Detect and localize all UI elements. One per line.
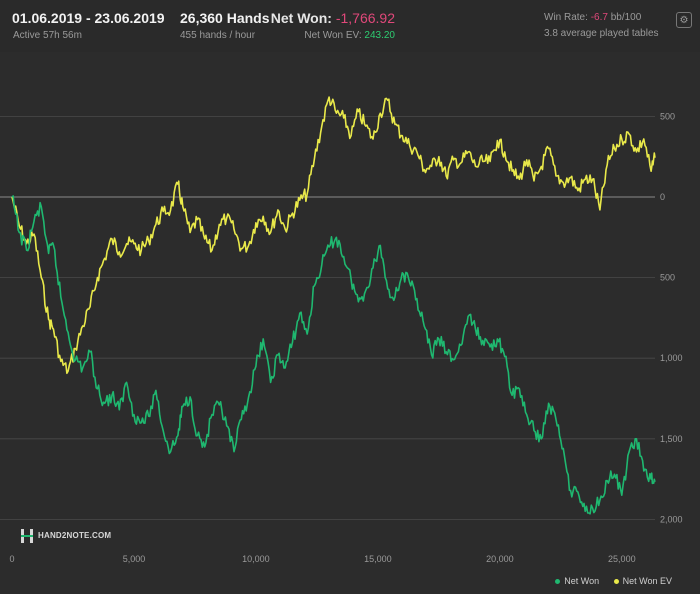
net-won-line [11, 195, 656, 515]
hands-count: 26,360 Hands [180, 10, 270, 26]
y-tick-label: 2,000 [660, 514, 683, 524]
y-tick-label: 0 [660, 192, 665, 202]
hands-per-hour: 455 hands / hour [180, 30, 256, 41]
series-lines [11, 96, 656, 515]
logo-text: HAND2NOTE.COM [38, 531, 112, 541]
average-tables: 3.8 average played tables [544, 28, 659, 39]
x-tick-label: 15,000 [364, 554, 392, 564]
x-tick-label: 10,000 [242, 554, 270, 564]
stats-header: 01.06.2019 - 23.06.2019 Active 57h 56m 2… [0, 0, 700, 52]
x-tick-label: 20,000 [486, 554, 514, 564]
hand2note-logo: HAND2NOTE.COM [20, 528, 111, 544]
net-won-ev-line [11, 96, 656, 375]
win-rate-value: -6.7 [590, 12, 608, 23]
y-tick-label: 1,000 [660, 353, 683, 363]
win-rate-stat: Win Rate: -6.7 bb/100 [544, 12, 641, 23]
x-tick-label: 0 [9, 554, 14, 564]
gear-icon[interactable]: ⚙ [676, 12, 692, 28]
net-won-stat: Net Won: -1,766.92 [271, 10, 395, 26]
active-time: Active 57h 56m [13, 30, 82, 41]
x-tick-label: 25,000 [608, 554, 636, 564]
net-won-label: Net Won: [270, 10, 332, 26]
legend-item-net-won[interactable]: Net Won [555, 576, 599, 586]
net-won-ev-value: 243.20 [364, 30, 395, 41]
x-tick-label: 5,000 [123, 554, 146, 564]
win-rate-label: Win Rate: [544, 12, 588, 23]
legend-dot [613, 579, 619, 585]
date-range: 01.06.2019 - 23.06.2019 [12, 10, 165, 26]
grid-lines [0, 116, 655, 520]
hand2note-logo-icon [20, 528, 34, 544]
legend-dot [555, 579, 561, 585]
y-tick-label: 1,500 [660, 434, 683, 444]
x-axis-ticks: 0 5,000 10,000 15,000 20,000 25,000 [9, 554, 635, 564]
y-tick-label: 500 [660, 111, 675, 121]
legend-item-net-won-ev[interactable]: Net Won EV [613, 576, 672, 586]
legend-label-net-won: Net Won [564, 576, 600, 586]
chart-legend: Net Won Net Won EV [543, 576, 672, 586]
net-won-ev-stat: Net Won EV: 243.20 [304, 30, 395, 41]
y-axis-ticks: 500 0 500 1,000 1,500 2,000 [660, 111, 683, 524]
win-rate-unit: bb/100 [610, 12, 642, 23]
net-won-value: -1,766.92 [335, 10, 395, 26]
net-won-ev-label: Net Won EV: [304, 30, 362, 41]
y-tick-label: 500 [660, 273, 675, 283]
legend-label-net-won-ev: Net Won EV [622, 576, 672, 586]
